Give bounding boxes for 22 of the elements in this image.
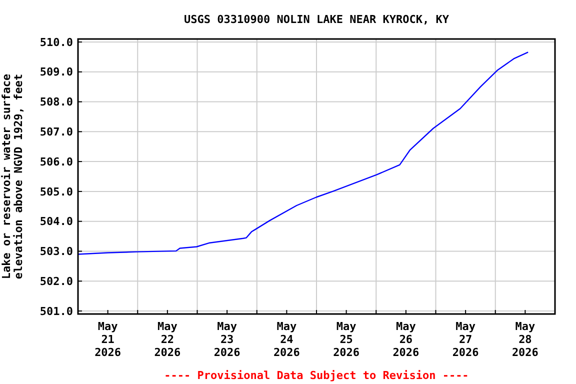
text: ---- Provisional Data Subject to Revision ---- [164,369,469,382]
y-tick-label: 504.0 [40,215,73,228]
chart-title: USGS 03310900 NOLIN LAKE NEAR KYROCK, KY [184,13,450,26]
x-tick-label: May 23 2026 [214,320,241,359]
line-series [77,52,529,255]
y-tick-label: 510.0 [40,36,73,49]
x-tick-label: May 24 2026 [273,320,300,359]
x-tick-label: May 27 2026 [452,320,480,359]
x-tick-label: May 22 2026 [154,320,182,359]
x-tick-label: May 25 2026 [333,320,360,359]
y-tick-label: 503.0 [40,245,73,258]
y-tick-label: 506.0 [40,155,73,168]
y-axis-title: Lake or reservoir water surface elevation above NGVD 1929, feet [0,73,26,280]
y-tick-label: 502.0 [40,274,73,288]
x-tick-label: May 26 2026 [392,320,420,359]
y-tick-label: 501.0 [40,304,73,318]
y-tick-label: 507.0 [40,126,73,139]
x-tick-label: May 21 2026 [94,320,122,359]
x-tick-label: May 28 2026 [512,320,539,359]
y-tick-label: 505.0 [40,185,73,198]
y-tick-label: 508.0 [40,96,73,109]
y-tick-label: 509.0 [40,66,73,79]
